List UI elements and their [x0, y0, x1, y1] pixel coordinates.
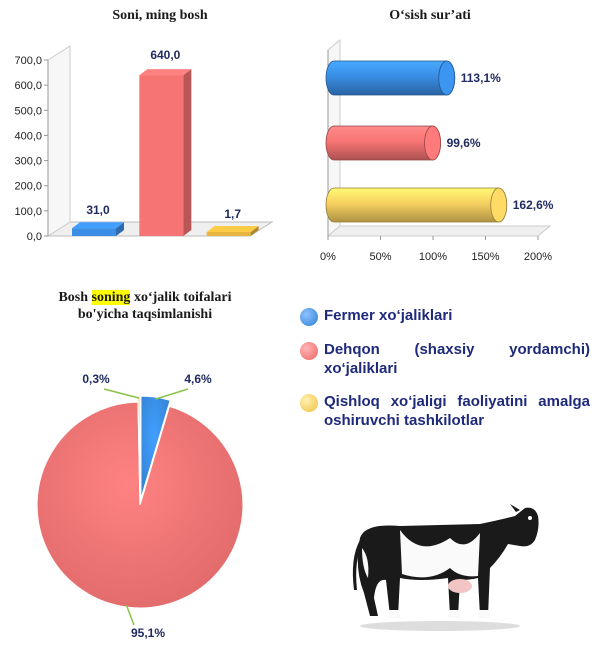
pie-slice [137, 395, 141, 500]
legend: Fermer xo‘jaliklari Dehqon (shaxsiy yord… [300, 306, 590, 444]
bar-data-label: 640,0 [150, 48, 180, 62]
y-tick-label: 0,0 [27, 231, 42, 243]
bar-side [183, 69, 192, 236]
leader-line [125, 604, 135, 626]
bar-side [116, 222, 124, 236]
bar-front [206, 232, 251, 236]
x-tick-label: 0% [320, 251, 336, 263]
legend-item-dehqon: Dehqon (shaxsiy yordamchi) xo‘jaliklari [300, 340, 590, 378]
pie-chart-title: Bosh soning xo‘jalik toifalari bo'yicha … [40, 289, 250, 323]
y-tick-label: 500,0 [14, 105, 42, 117]
bar-data-label: 113,1% [461, 71, 501, 85]
y-tick-label: 200,0 [14, 181, 42, 193]
pie-title-part-1: Bosh [58, 290, 92, 305]
y-tick-label: 100,0 [14, 206, 42, 218]
bar-data-label: 31,0 [86, 203, 110, 217]
y-tick-label: 600,0 [14, 80, 42, 92]
bar-cylinder-cap [424, 125, 441, 161]
horizontal-bar-chart: 0% 50% 100% 150% 200% 113,1% 99,6% 162,6% [320, 38, 554, 263]
bar-side [250, 226, 259, 236]
y-tick-label: 300,0 [14, 156, 42, 168]
bar-front [72, 228, 116, 236]
cow-illustration [352, 504, 539, 631]
pie-data-label: 95,1% [131, 626, 165, 640]
pie-slice [140, 395, 171, 500]
bar-data-label: 162,6% [513, 198, 554, 212]
leader-line [155, 388, 189, 400]
x-tick-label: 200% [524, 251, 552, 263]
x-tick-label: 150% [471, 251, 499, 263]
legend-label-fermer: Fermer xo‘jaliklari [324, 307, 453, 324]
pie-data-label: 0,3% [82, 372, 110, 386]
legend-label-qishloq: Qishloq xo‘jaligi faoliyatini amalga osh… [324, 393, 590, 429]
bar-cylinder [325, 125, 441, 161]
side-wall [47, 45, 71, 237]
legend-marker-qishloq [300, 394, 318, 412]
bar-top [72, 222, 124, 229]
legend-label-dehqon: Dehqon (shaxsiy yordamchi) xo‘jaliklari [324, 341, 590, 377]
pie-data-label: 4,6% [184, 372, 212, 386]
floor [326, 225, 552, 237]
bar-cylinder [325, 187, 508, 223]
vertical-bar-chart: 0,0 100,0 200,0 300,0 400,0 500,0 600,0 700,0 31… [14, 45, 274, 243]
legend-marker-fermer [300, 308, 318, 326]
y-tick-label: 400,0 [14, 130, 42, 142]
bar-cylinder-cap [490, 187, 508, 223]
bar-data-label: 99,6% [447, 136, 481, 150]
growth-chart-title: O‘sish sur’ati [389, 8, 471, 23]
legend-item-qishloq: Qishloq xo‘jaligi faoliyatini amalga osh… [300, 392, 590, 430]
bar-cylinder [325, 60, 456, 96]
leader-line [103, 388, 140, 399]
bar-chart-title: Soni, ming bosh [112, 8, 208, 23]
bar-data-label: 1,7 [224, 207, 241, 221]
x-tick-label: 50% [369, 251, 391, 263]
bar-front [139, 75, 184, 236]
x-tick-label: 100% [419, 251, 447, 263]
pie-title-highlight: soning [91, 290, 131, 305]
legend-marker-dehqon [300, 342, 318, 360]
pie-chart: 4,6% 95,1% 0,3% [36, 372, 244, 640]
y-tick-label: 700,0 [14, 55, 42, 67]
bar-cylinder-cap [438, 60, 456, 96]
bar-top [139, 69, 192, 76]
bar-top [206, 226, 259, 232]
pie-slice [36, 401, 244, 609]
legend-item-fermer: Fermer xo‘jaliklari [300, 306, 590, 326]
pie-title-part-2: xo‘jalik toifalari bo'yicha taqsimlanish… [77, 290, 232, 322]
